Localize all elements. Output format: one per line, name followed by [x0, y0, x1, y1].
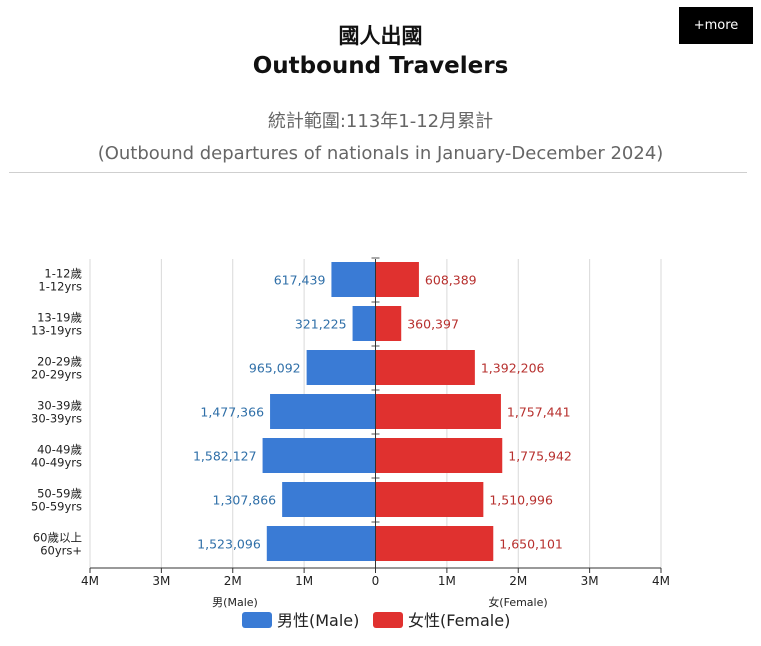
legend-label-female: 女性(Female): [408, 611, 510, 630]
page-title-en: Outbound Travelers: [252, 53, 509, 79]
x-tick-label: 3M: [152, 574, 170, 588]
subtitle-zh: 統計範圍:113年1-12月累計: [267, 111, 494, 132]
bar-female: [375, 438, 503, 473]
bar-male: [306, 350, 376, 385]
data-label-male: 617,439: [274, 273, 326, 288]
category-label-en: 1-12yrs: [38, 280, 82, 294]
page-title-zh: 國人出國: [338, 24, 423, 48]
bar-female: [375, 306, 402, 341]
data-label-male: 965,092: [249, 361, 301, 376]
bar-male: [270, 394, 376, 429]
x-tick-label: 2M: [509, 574, 527, 588]
data-label-female: 1,510,996: [489, 493, 553, 508]
bar-female: [375, 262, 419, 297]
data-label-male: 1,477,366: [200, 405, 264, 420]
bar-female: [375, 526, 494, 561]
data-label-female: 360,397: [407, 317, 459, 332]
x-axis-label-male: 男(Male): [212, 596, 258, 609]
data-label-female: 1,392,206: [481, 361, 545, 376]
x-axis-label-female: 女(Female): [488, 595, 547, 609]
category-label-en: 13-19yrs: [31, 324, 82, 338]
category-label-zh: 30-39歲: [37, 399, 82, 413]
x-tick-label: 4M: [81, 574, 99, 588]
header-divider: [9, 172, 747, 173]
category-label-en: 20-29yrs: [31, 368, 82, 382]
bar-male: [262, 438, 376, 473]
category-label-en: 60yrs+: [40, 544, 82, 558]
bar-male: [352, 306, 376, 341]
category-label-zh: 1-12歲: [44, 267, 82, 281]
category-label-zh: 50-59歲: [37, 487, 82, 501]
category-label-zh: 60歲以上: [33, 531, 82, 545]
bar-male: [331, 262, 376, 297]
data-label-male: 1,582,127: [193, 449, 257, 464]
data-label-female: 1,757,441: [507, 405, 571, 420]
bar-male: [282, 482, 376, 517]
data-label-male: 1,523,096: [197, 537, 261, 552]
data-label-female: 1,775,942: [508, 449, 572, 464]
x-tick-label: 4M: [652, 574, 670, 588]
bar-female: [375, 482, 484, 517]
category-label-zh: 40-49歲: [37, 443, 82, 457]
legend-label-male: 男性(Male): [277, 611, 359, 630]
bar-male: [266, 526, 376, 561]
category-label-zh: 13-19歲: [37, 311, 82, 325]
x-tick-label: 1M: [295, 574, 313, 588]
bar-female: [375, 350, 475, 385]
x-tick-label: 0: [372, 574, 380, 588]
x-tick-label: 3M: [581, 574, 599, 588]
category-label-en: 50-59yrs: [31, 500, 82, 514]
data-label-male: 321,225: [295, 317, 347, 332]
data-label-female: 1,650,101: [499, 537, 563, 552]
more-button[interactable]: +more: [679, 7, 753, 44]
data-label-male: 1,307,866: [213, 493, 277, 508]
bar-female: [375, 394, 501, 429]
legend-swatch-male: [242, 612, 272, 628]
category-label-zh: 20-29歲: [37, 355, 82, 369]
x-tick-label: 2M: [224, 574, 242, 588]
x-tick-label: 1M: [438, 574, 456, 588]
category-label-en: 40-49yrs: [31, 456, 82, 470]
legend-swatch-female: [373, 612, 403, 628]
data-label-female: 608,389: [425, 273, 477, 288]
category-label-en: 30-39yrs: [31, 412, 82, 426]
subtitle-en: (Outbound departures of nationals in Jan…: [97, 143, 664, 164]
